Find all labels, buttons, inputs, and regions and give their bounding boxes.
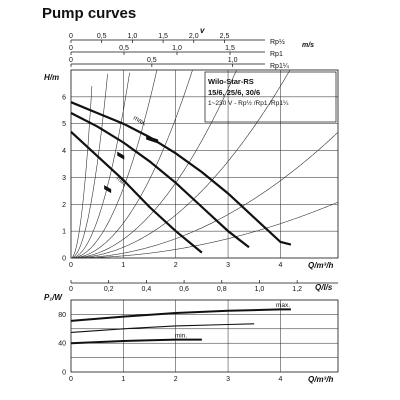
head-curve-series-1	[70, 112, 250, 249]
system-curve	[71, 201, 339, 259]
velocity-row-label-rp-half: Rp½	[270, 38, 285, 46]
velocity-tick-label: 0	[69, 57, 73, 64]
velocity-scales: v m/s Rp½ Rp1 Rp1¼ 0 0,5 1,0 1,5 2,0 2,5 0 0,5 1…	[69, 26, 314, 70]
legend-title-line1: Wilo-Star-RS	[208, 77, 254, 86]
legend-title-line2: 15/6, 25/6, 30/6	[208, 88, 260, 97]
velocity-tick-label: 1,0	[128, 33, 138, 40]
velocity-tick-label: 0,5	[147, 57, 157, 64]
system-curve	[70, 72, 130, 259]
power-y-tick-label: 0	[62, 370, 66, 377]
lps-tick-label: 0,6	[179, 286, 189, 293]
head-y-tick-label: 6	[62, 94, 66, 101]
power-plot-frame	[70, 299, 339, 373]
head-xlabel: Q/m³/h	[308, 261, 333, 270]
system-curve	[71, 70, 291, 259]
velocity-symbol: v	[200, 26, 205, 35]
lps-tick-label: 1,0	[255, 286, 265, 293]
velocity-tick-label: 2,5	[220, 33, 230, 40]
velocity-tick-label: 0,5	[119, 45, 129, 52]
legend-subtitle: 1~230 V - Rp½ /Rp1 /Rp1¼	[208, 99, 289, 107]
velocity-tick-label: 1,5	[158, 33, 168, 40]
power-x-tick-label: 4	[278, 376, 282, 383]
head-curve-series-0	[70, 101, 292, 246]
power-curve-series-0	[70, 308, 291, 322]
head-ylabel: H/m	[44, 73, 59, 82]
system-curve	[70, 73, 108, 259]
velocity-tick-label: 0	[69, 33, 73, 40]
power-xlabel: Q/m³/h	[308, 375, 333, 384]
velocity-tick-label: 1,5	[225, 45, 235, 52]
head-x-tick-label: 1	[121, 262, 125, 269]
power-annotation-max: max.	[276, 302, 290, 309]
operating-point-marker	[117, 151, 125, 160]
power-x-tick-label: 3	[226, 376, 230, 383]
velocity-tick-label: 1,0	[172, 45, 182, 52]
head-x-tick-label: 0	[69, 262, 73, 269]
operating-point-marker	[146, 135, 159, 144]
power-x-tick-label: 0	[69, 376, 73, 383]
head-x-tick-label: 2	[174, 262, 178, 269]
lps-tick-label: 0,2	[104, 286, 114, 293]
head-y-tick-label: 5	[62, 121, 66, 128]
power-x-tick-label: 2	[174, 376, 178, 383]
head-chart: H/m Q/m³/h Q/l/s Wilo-Star-RS 15/6, 25/6…	[44, 69, 339, 293]
head-secondary-xlabel: Q/l/s	[315, 283, 333, 292]
head-y-tick-label: 4	[62, 148, 66, 155]
velocity-unit: m/s	[302, 42, 314, 49]
head-curve-series-2	[70, 130, 203, 254]
power-y-tick-label: 80	[58, 312, 66, 319]
power-annotation-min: min.	[175, 332, 187, 339]
operating-point-marker	[104, 185, 112, 194]
head-y-tick-label: 3	[62, 175, 66, 182]
power-y-tick-label: 40	[58, 341, 66, 348]
power-ylabel: P₁/W	[44, 293, 63, 302]
lps-tick-label: 0,8	[217, 286, 227, 293]
head-y-tick-label: 0	[62, 256, 66, 263]
lps-tick-label: 0	[69, 286, 73, 293]
head-y-tick-label: 2	[62, 202, 66, 209]
head-x-tick-label: 4	[278, 262, 282, 269]
head-annotation-min: min.	[115, 175, 129, 188]
power-curve-series-2	[70, 338, 202, 345]
velocity-tick-label: 2,0	[189, 33, 199, 40]
power-x-tick-label: 1	[121, 376, 125, 383]
system-curve	[71, 70, 193, 259]
velocity-row-label-rp1-quarter: Rp1¼	[270, 63, 289, 70]
head-plot-frame	[70, 69, 339, 259]
velocity-row-label-rp1: Rp1	[270, 51, 283, 58]
power-curve-series-1	[70, 323, 255, 333]
lps-tick-label: 0,4	[142, 286, 152, 293]
system-curve	[71, 70, 158, 259]
system-curve	[71, 132, 339, 259]
head-y-tick-label: 1	[62, 229, 66, 236]
head-x-tick-label: 3	[226, 262, 230, 269]
velocity-tick-label: 0	[69, 45, 73, 52]
velocity-tick-label: 1,0	[228, 57, 238, 64]
system-curve	[70, 86, 93, 259]
page-title: Pump curves	[42, 5, 136, 22]
lps-tick-label: 1,2	[292, 286, 302, 293]
velocity-tick-label: 0,5	[97, 33, 107, 40]
